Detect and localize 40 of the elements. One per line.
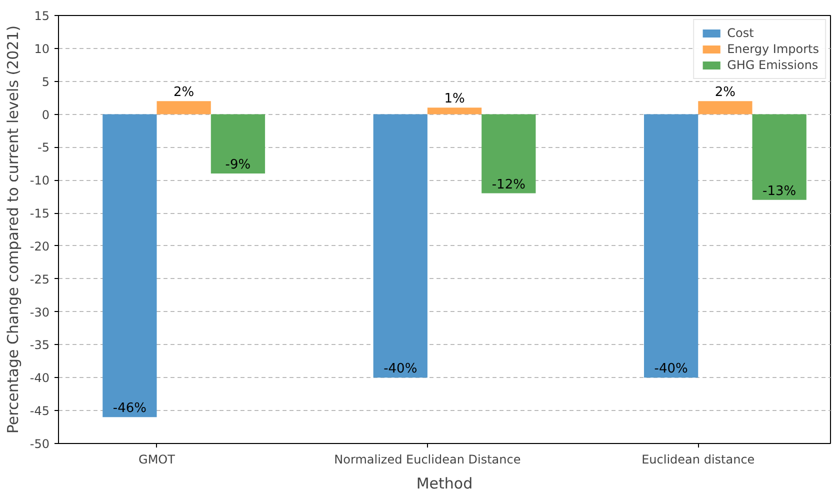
y-tick-label: 5 — [42, 74, 50, 89]
y-tick-label: -30 — [30, 305, 50, 320]
data-label: -12% — [492, 177, 526, 192]
y-tick-label: -20 — [30, 239, 50, 254]
bar — [156, 101, 211, 114]
data-label: 2% — [714, 85, 736, 100]
y-tick-label: 0 — [42, 108, 50, 122]
x-tick-label: GMOT — [138, 452, 176, 466]
y-tick-label: -25 — [30, 272, 50, 286]
data-label: 1% — [444, 92, 465, 107]
data-label: -40% — [654, 362, 688, 377]
x-tick-label: Normalized Euclidean Distance — [334, 452, 521, 466]
bar — [752, 114, 806, 200]
y-tick-label: -45 — [30, 404, 50, 418]
bar — [482, 114, 536, 194]
bar — [373, 114, 428, 378]
legend-label: Cost — [727, 26, 754, 40]
data-label: -40% — [384, 362, 418, 377]
y-axis-title: Percentage Change compared to current levels (2021) — [4, 25, 22, 434]
data-label: 2% — [174, 85, 194, 100]
y-tick-label: -40 — [30, 371, 50, 386]
y-tick-label: -35 — [30, 338, 50, 352]
data-label: -13% — [762, 184, 796, 199]
x-axis-title: Method — [416, 474, 473, 492]
bar — [102, 114, 157, 418]
data-label: -46% — [112, 401, 146, 416]
legend-label: GHG Emissions — [727, 58, 818, 72]
y-tick-label: -15 — [30, 206, 50, 221]
bar — [644, 114, 698, 378]
bar — [698, 101, 752, 114]
bar — [210, 114, 266, 174]
bar — [427, 108, 482, 114]
x-tick-label: Euclidean distance — [642, 452, 755, 466]
y-tick-label: -5 — [38, 140, 50, 155]
data-label: -9% — [225, 158, 251, 173]
y-tick-label: 15 — [34, 9, 50, 23]
legend-label: Energy Imports — [727, 42, 819, 56]
y-tick-label: 10 — [34, 42, 50, 56]
y-tick-label: -10 — [30, 174, 50, 188]
y-tick-label: -50 — [30, 437, 50, 451]
